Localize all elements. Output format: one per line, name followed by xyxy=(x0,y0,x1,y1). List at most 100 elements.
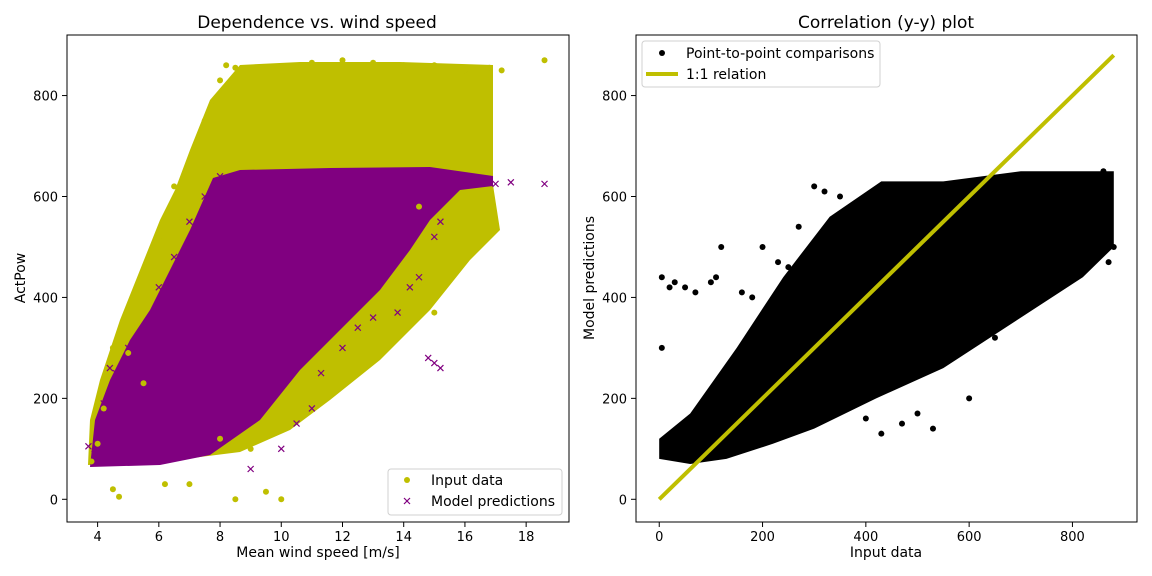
input-data-point xyxy=(217,435,224,442)
input-data-point xyxy=(186,163,193,170)
x-axis-label-2: Input data xyxy=(850,545,922,561)
comparison-point xyxy=(713,274,720,281)
model-prediction-point xyxy=(85,442,92,450)
comparison-point xyxy=(852,213,859,220)
comparison-point xyxy=(1017,269,1024,276)
x-tick-label: 4 xyxy=(93,530,101,545)
comparison-point xyxy=(1043,243,1050,250)
y-tick-label: 600 xyxy=(33,190,58,205)
comparison-point xyxy=(821,188,828,195)
input-data-point xyxy=(210,97,217,104)
model-prediction-point xyxy=(124,344,132,352)
model-prediction-point xyxy=(201,193,209,200)
input-data-point xyxy=(400,132,407,139)
comparison-point xyxy=(862,415,869,422)
comparison-point xyxy=(658,274,665,281)
model-prediction-point xyxy=(277,445,285,453)
wind-speed-panel: Dependence vs. wind speed 4 6 8 10 12 14 16 18 0… xyxy=(13,13,570,561)
model-prediction-point xyxy=(492,180,499,188)
identity-line xyxy=(657,53,1116,501)
model-prediction-point xyxy=(541,180,548,188)
comparison-point xyxy=(759,243,766,250)
comparison-point xyxy=(738,289,745,296)
comparison-point xyxy=(749,294,756,301)
x-tick-label: 600 xyxy=(957,530,982,545)
model-prediction-point xyxy=(100,399,108,407)
legend-1: Input data Model predictions xyxy=(387,468,563,516)
input-data-point xyxy=(498,67,505,74)
input-data-point xyxy=(422,284,429,291)
y-tick-label: 800 xyxy=(602,90,627,105)
model-prediction-point xyxy=(247,465,255,473)
y-axis-label-2: Model predictions xyxy=(582,216,598,340)
comparison-point xyxy=(1069,213,1076,220)
comparison-point xyxy=(682,284,689,291)
model-prediction-point xyxy=(415,273,423,281)
model-prediction-point xyxy=(186,218,193,226)
point-cloud-region xyxy=(659,171,1114,465)
input-data-point xyxy=(149,289,156,296)
model-prediction-point xyxy=(106,364,114,372)
input-data-point xyxy=(177,213,184,220)
input-data-point xyxy=(431,228,438,235)
x-tick-label: 10 xyxy=(273,530,290,545)
input-data-point xyxy=(486,64,493,71)
y-tick-label: 800 xyxy=(33,90,58,105)
x-tick-label: 18 xyxy=(518,530,535,545)
input-data-point xyxy=(370,59,377,66)
comparison-point xyxy=(837,193,844,200)
comparison-point xyxy=(658,344,665,351)
legend-model-marker xyxy=(403,497,411,505)
axes: 0 200 400 600 800 0 200 400 600 800 xyxy=(602,90,1085,545)
legend-points-marker xyxy=(659,50,665,56)
model-prediction-point xyxy=(308,405,316,412)
comparison-point xyxy=(1105,259,1112,266)
x-tick-label: 14 xyxy=(395,530,412,545)
plot-frame-1 xyxy=(66,34,570,523)
legend-model-label: Model predictions xyxy=(431,494,555,510)
input-data-point xyxy=(461,67,468,74)
y-tick-label: 600 xyxy=(602,190,627,205)
comparison-point xyxy=(914,410,921,417)
comparison-point xyxy=(1090,173,1097,180)
input-data-point xyxy=(131,319,138,326)
input-data-point xyxy=(217,77,224,84)
y-axis-label-1: ActPow xyxy=(13,253,29,303)
model-prediction-point xyxy=(112,369,120,377)
input-data-point xyxy=(400,62,407,69)
input-data-point xyxy=(116,493,123,500)
comparison-point xyxy=(707,279,714,286)
comparison-point xyxy=(1079,193,1086,200)
model-prediction-point xyxy=(406,283,414,291)
input-data-point xyxy=(339,57,346,64)
y-tick-label: 400 xyxy=(33,291,58,306)
y-tick-label: 200 xyxy=(602,392,627,407)
model-prediction-point xyxy=(437,364,444,372)
input-data-point xyxy=(143,259,150,266)
model-predictions-cloud xyxy=(90,167,493,467)
legend-input-label: Input data xyxy=(431,473,503,489)
comparison-point xyxy=(1100,168,1107,175)
input-data-point xyxy=(186,481,193,488)
model-prediction-point xyxy=(430,233,438,241)
comparison-point xyxy=(1110,243,1117,250)
comparison-point xyxy=(898,420,905,427)
x-tick-label: 12 xyxy=(334,530,351,545)
y-tick-label: 400 xyxy=(602,291,627,306)
comparison-point xyxy=(1028,294,1035,301)
y-tick-label: 0 xyxy=(619,493,627,508)
comparison-point xyxy=(692,289,699,296)
x-tick-label: 8 xyxy=(216,530,224,545)
x-tick-label: 200 xyxy=(750,530,775,545)
legend-identity-label: 1:1 relation xyxy=(686,67,766,83)
comparison-point xyxy=(671,279,678,286)
input-data-point xyxy=(416,203,423,210)
input-data-point xyxy=(431,62,438,69)
legend-input-marker xyxy=(404,477,410,483)
input-data-point xyxy=(88,458,95,465)
legend-box-1 xyxy=(387,468,563,516)
input-data-point xyxy=(125,349,132,356)
input-data-point xyxy=(541,57,548,64)
correlation-panel: Correlation (y-y) plot 0 200 400 600 800 0 200… xyxy=(582,13,1138,561)
input-data-point xyxy=(232,496,239,503)
